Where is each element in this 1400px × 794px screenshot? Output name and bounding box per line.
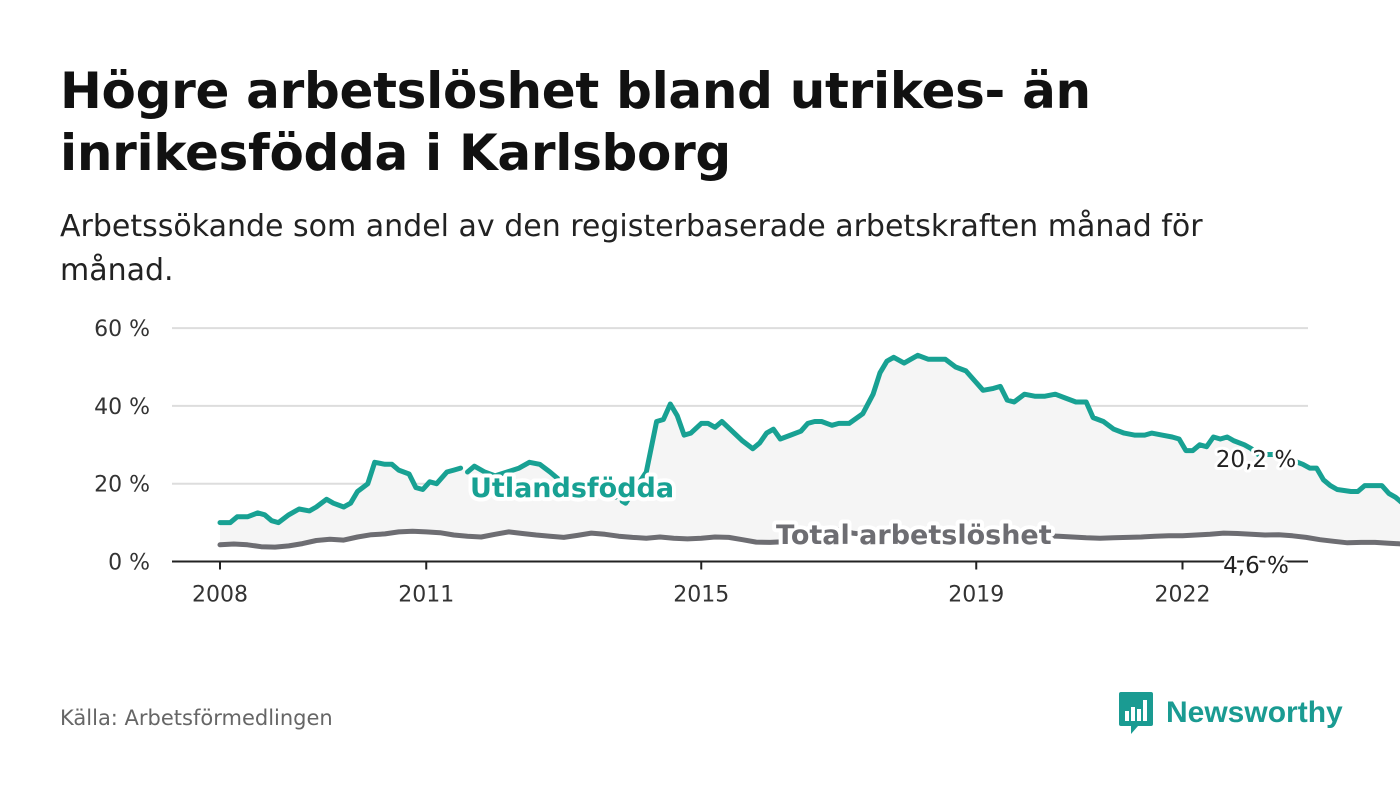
end-label-total: 4,6 % — [1223, 553, 1289, 579]
bar-chart-speech-icon — [1119, 692, 1153, 734]
y-tick-label: 20 % — [94, 473, 150, 498]
series-line-utlandsfodda — [217, 459, 464, 526]
series-line-total — [217, 527, 1400, 550]
x-tick-label: 2015 — [673, 583, 729, 608]
x-tick-label: 2008 — [192, 583, 248, 608]
y-tick-label: 40 % — [94, 395, 150, 420]
series-line-utlandsfodda — [619, 352, 1400, 506]
y-tick-label: 60 % — [94, 317, 150, 342]
source-note: Källa: Arbetsförmedlingen — [60, 706, 333, 730]
series-line-utlandsfodda — [465, 459, 618, 500]
series-label-utlandsfodda: Utlandsfödda — [470, 473, 674, 504]
chart-subtitle: Arbetssökande som andel av den registerb… — [60, 209, 1203, 288]
newsworthy-logo: Newsworthy — [1118, 690, 1343, 736]
y-tick-label: 0 % — [108, 551, 150, 576]
series-label-total: Total arbetslöshet — [776, 520, 1052, 551]
line-chart: 2008 2011 2015 2019 2022 0 % 20 % 40 % 60 % Utl… — [94, 317, 1400, 608]
x-tick-label: 2011 — [398, 583, 454, 608]
x-tick-label: 2022 — [1155, 583, 1211, 608]
brand-name: Newsworthy — [1166, 696, 1343, 729]
end-label-utlandsfodda: 20,2 % — [1216, 447, 1296, 473]
x-tick-label: 2019 — [948, 583, 1004, 608]
chart-title: Högre arbetslöshet bland utrikes- än inr… — [60, 62, 1091, 182]
area-fill — [220, 355, 1400, 548]
